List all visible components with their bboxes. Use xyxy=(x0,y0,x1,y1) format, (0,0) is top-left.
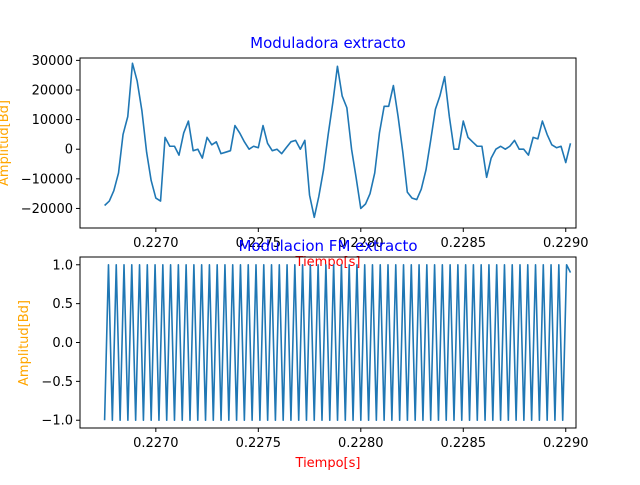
y-axis-label: Amplitud[Bd] xyxy=(17,300,32,386)
chart-modulacion-fm: −1.0−0.50.00.51.0 0.2270 0.2275 0.2280 0.22… xyxy=(17,237,589,471)
x-tick-label: 0.2280 xyxy=(338,236,384,251)
y-axis-label: Amplitud[Bd] xyxy=(0,100,12,186)
chart-title: Modulacion FM extracto xyxy=(238,237,417,255)
x-tick-label: 0.2275 xyxy=(236,236,282,251)
plot-area xyxy=(104,62,572,219)
y-tick-label: −10000 xyxy=(21,172,73,187)
y-tick-label: 20000 xyxy=(32,83,73,98)
x-tick-label: 0.2280 xyxy=(338,436,384,451)
y-tick-label: 0.5 xyxy=(52,297,73,312)
x-tick-label: 0.2270 xyxy=(133,236,179,251)
x-tick-label: 0.2290 xyxy=(543,436,589,451)
y-ticks: −1.0 −0.5 0.0 0.5 1.0 xyxy=(41,258,80,429)
y-tick-label: 1.0 xyxy=(52,258,73,273)
y-tick-label: −1.0 xyxy=(41,414,73,429)
x-tick-label: 0.2285 xyxy=(441,436,487,451)
y-tick-label: 10000 xyxy=(32,113,73,128)
y-ticks: −20000 −10000 0 10000 20000 30000 xyxy=(21,54,80,217)
x-axis-label: Tiempo[s] xyxy=(295,456,361,471)
y-tick-label: 30000 xyxy=(32,54,73,69)
x-tick-label: 0.2275 xyxy=(236,436,282,451)
series-line xyxy=(103,263,572,422)
x-tick-label: 0.2285 xyxy=(441,236,487,251)
y-tick-label: −0.5 xyxy=(41,375,73,390)
axes-frame xyxy=(79,57,577,229)
plot-area xyxy=(103,263,572,422)
x-tick-label: 0.2290 xyxy=(543,236,589,251)
series-line xyxy=(104,62,572,219)
y-tick-label: 0.0 xyxy=(52,336,73,351)
x-ticks: 0.2270 0.2275 0.2280 0.2285 0.2290 xyxy=(133,228,589,251)
chart-moduladora: Moduladora extracto −20000 −10000 0 10000 20… xyxy=(0,34,589,270)
y-tick-label: 0 xyxy=(65,143,73,158)
chart-title: Moduladora extracto xyxy=(250,34,406,52)
x-tick-label: 0.2270 xyxy=(133,436,179,451)
x-ticks: 0.2270 0.2275 0.2280 0.2285 0.2290 xyxy=(133,428,589,451)
y-tick-label: −20000 xyxy=(21,202,73,217)
